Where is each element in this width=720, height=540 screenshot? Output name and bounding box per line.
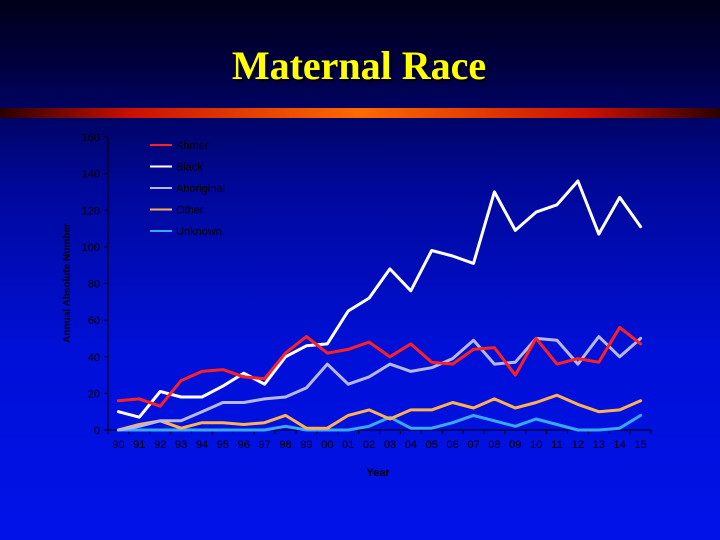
x-tick-label: 91 (133, 439, 145, 451)
x-tick-label: 99 (300, 439, 312, 451)
series-line-other (116, 393, 643, 432)
x-tick-label: 03 (384, 439, 396, 451)
series-line-unknown (116, 413, 643, 432)
x-tick-label: 93 (175, 439, 187, 451)
x-tick-label: 01 (342, 439, 354, 451)
x-tick-label: 92 (154, 439, 166, 451)
y-tick-label: 20 (88, 388, 100, 400)
x-axis-label: Year (366, 467, 390, 479)
x-tick-label: 14 (614, 439, 626, 451)
series-line-aboriginal (116, 335, 643, 432)
x-tick-label: 15 (634, 439, 646, 451)
x-tick-label: 13 (593, 439, 605, 451)
x-tick-label: 09 (509, 439, 521, 451)
x-tick-label: 02 (363, 439, 375, 451)
y-tick-label: 40 (88, 352, 100, 364)
x-tick-label: 96 (238, 439, 250, 451)
y-tick-label: 80 (88, 279, 100, 291)
legend-label-aboriginal: Aboriginal (176, 183, 225, 195)
y-tick-label: 120 (82, 205, 100, 217)
legend-label-khmer: Khmer (176, 140, 209, 152)
x-tick-label: 08 (488, 439, 500, 451)
slide-title: Maternal Race (231, 43, 487, 88)
x-tick-label: 95 (217, 439, 229, 451)
x-tick-label: 04 (405, 439, 417, 451)
x-tick-label: 06 (446, 439, 458, 451)
x-tick-label: 12 (572, 439, 584, 451)
y-tick-label: 140 (82, 169, 100, 181)
y-tick-label: 60 (88, 315, 100, 327)
y-tick-label: 100 (82, 242, 100, 254)
x-tick-label: 97 (259, 439, 271, 451)
legend-label-other: Other (176, 205, 204, 217)
legend-label-unknown: Unknown (176, 226, 222, 238)
x-tick-label: 05 (426, 439, 438, 451)
legend-label-black: Black (176, 162, 203, 174)
x-tick-label: 07 (467, 439, 479, 451)
series-line-black (116, 179, 643, 419)
title-divider (0, 108, 720, 118)
y-tick-label: 160 (82, 132, 100, 144)
x-tick-label: 94 (196, 439, 208, 451)
x-tick-label: 10 (530, 439, 542, 451)
y-axis-label: Annual Absolute Number (62, 223, 73, 343)
y-tick-label: 0 (94, 425, 100, 437)
x-tick-label: 90 (112, 439, 124, 451)
series-line-khmer (116, 325, 643, 408)
x-tick-label: 98 (279, 439, 291, 451)
x-tick-label: 00 (321, 439, 333, 451)
x-tick-label: 11 (551, 439, 562, 451)
